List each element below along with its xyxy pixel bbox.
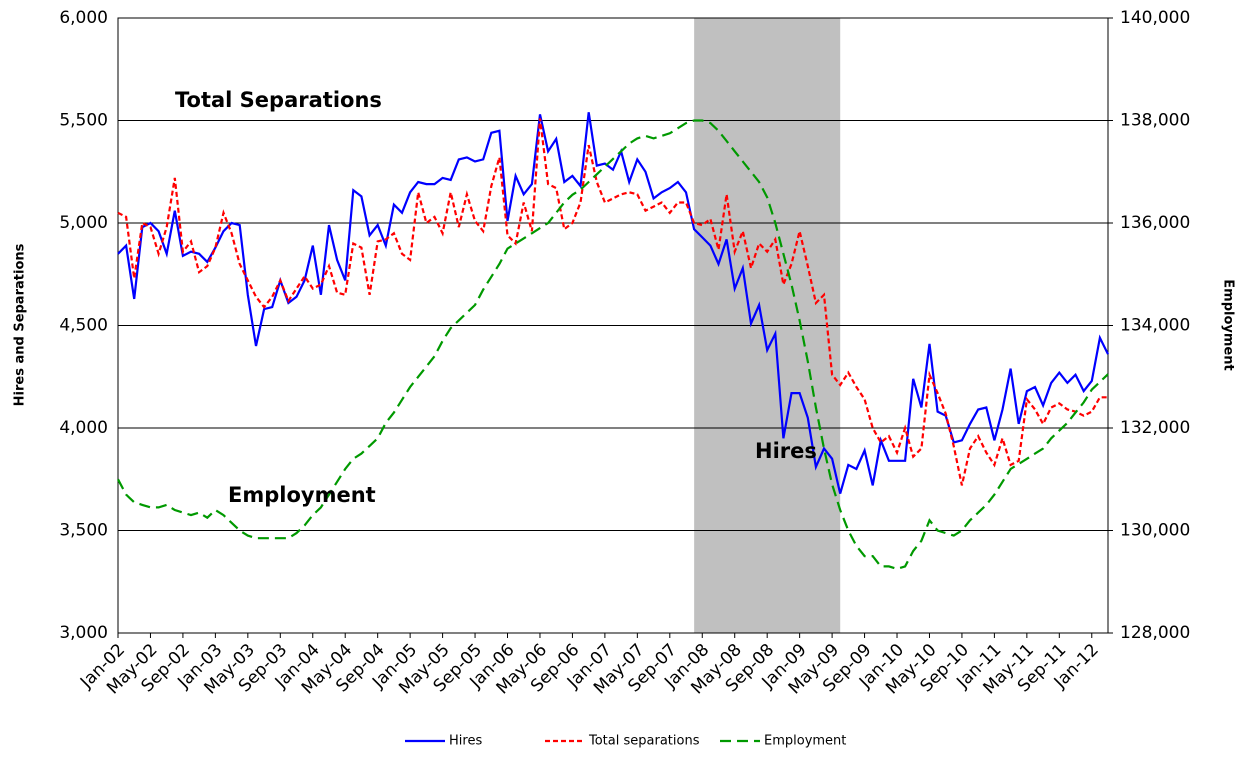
y-tick-label: 3,500 [59, 521, 108, 541]
y2-tick-label: 134,000 [1120, 316, 1190, 336]
y-tick-label: 5,500 [59, 111, 108, 131]
y2-tick-label: 138,000 [1120, 111, 1190, 131]
series-line [117, 112, 1109, 494]
y2-tick-label: 132,000 [1120, 418, 1190, 438]
y-axis-title: Hires and Separations [13, 243, 28, 406]
y2-tick-label: 128,000 [1120, 623, 1190, 643]
series-line [117, 119, 1109, 571]
legend-label: Total separations [588, 734, 700, 749]
annotation: Total Separations [175, 88, 382, 112]
y-tick-label: 3,000 [59, 623, 108, 643]
y2-tick-label: 130,000 [1120, 521, 1190, 541]
y2-tick-label: 140,000 [1120, 8, 1190, 28]
annotation: Employment [228, 483, 376, 507]
y-tick-label: 5,000 [59, 213, 108, 233]
y2-tick-label: 136,000 [1120, 213, 1190, 233]
legend-label: Hires [449, 734, 482, 749]
plot-border [117, 17, 1109, 634]
y-tick-label: 4,000 [59, 418, 108, 438]
y-tick-label: 4,500 [59, 316, 108, 336]
y-tick-label: 6,000 [59, 8, 108, 28]
y2-axis-title: Employment [1221, 279, 1236, 370]
legend-label: Employment [764, 734, 846, 749]
annotation: Hires [755, 439, 817, 463]
series-line [117, 118, 1108, 486]
